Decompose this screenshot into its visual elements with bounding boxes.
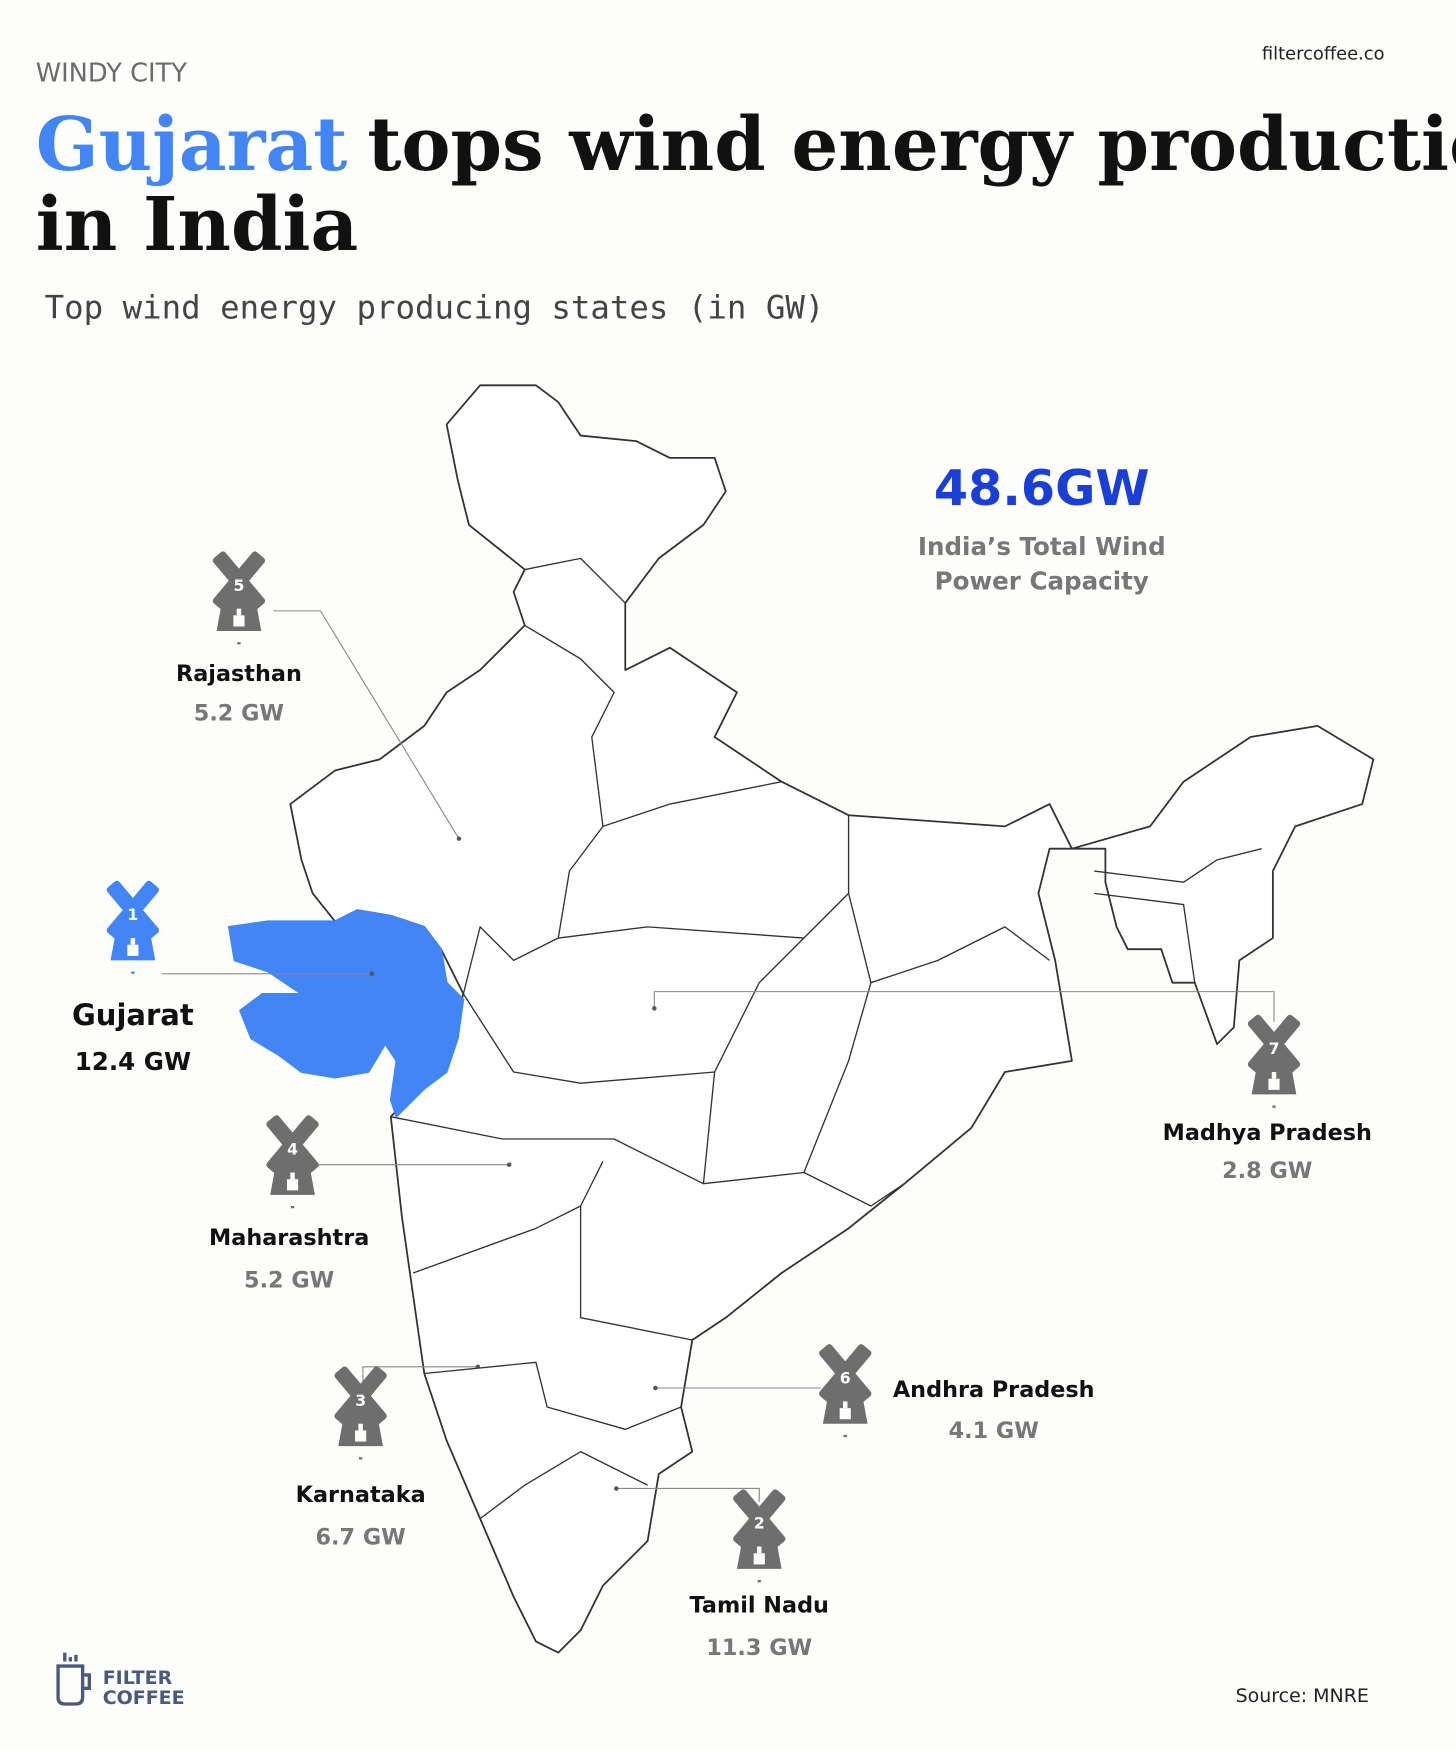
state-dot [614,1486,619,1491]
state-name: Tamil Nadu [690,1592,829,1618]
leader-line [653,991,1275,1022]
state-dot [369,971,375,976]
logo-text: FILTER [103,1667,173,1689]
rank-number: 6 [840,1369,851,1388]
state-borders [390,557,1262,1520]
state-name: Andhra Pradesh [893,1377,1095,1403]
logo-text: COFFEE [103,1687,185,1709]
state-annotations: 1 Gujarat 12.4 GW 2 Tamil Nadu 11.3 GW 3 Karnat… [72,550,1372,1661]
state-dot [652,1006,657,1011]
leader-line [362,1366,478,1385]
windmill-icon: 3 [333,1365,389,1460]
state-value: 11.3 GW [706,1635,812,1661]
rank-number: 2 [754,1514,765,1533]
source: Source: MNRE [1236,1685,1369,1707]
windmill-icon: 5 [211,550,267,645]
rank-number: 7 [1269,1039,1280,1058]
subtitle: Top wind energy producing states (in GW) [45,288,825,326]
india-outline [289,384,1375,1654]
rank-number: 5 [234,576,245,595]
state-dot [456,836,462,841]
title-highlight: Gujarat [36,102,348,188]
state-dot [475,1364,481,1370]
state-value: 6.7 GW [316,1524,406,1550]
state-value: 12.4 GW [75,1047,191,1076]
site-url: filtercoffee.co [1262,43,1385,64]
windmill-icon: 1 [105,879,161,974]
state-value: 2.8 GW [1222,1158,1312,1184]
india-map [228,384,1375,1654]
kicker: WINDY CITY [36,59,188,89]
rank-number: 4 [287,1140,298,1159]
windmill-icon: 7 [1246,1013,1302,1108]
windmill-icon: 2 [731,1487,787,1583]
title: Gujarat tops wind energy production [36,102,1456,188]
state-value: 4.1 GW [949,1418,1039,1444]
gujarat-shape [228,909,465,1118]
logo-steam [63,1652,78,1662]
leader-line [616,1487,760,1502]
state-name: Gujarat [72,998,194,1032]
state-value: 5.2 GW [194,700,284,726]
state-name: Karnataka [296,1482,426,1508]
state-dot [653,1385,658,1391]
total-value: 48.6GW [934,459,1150,517]
windmill-icon: 6 [817,1342,873,1438]
title-rest: tops wind energy production [367,102,1456,188]
windmill-icon: 4 [265,1113,321,1209]
title-line2: in India [36,182,359,268]
state-name: Rajasthan [176,661,302,687]
logo-cup [56,1664,91,1706]
total-label: India’s Total Wind [918,532,1166,561]
logo [56,1652,91,1706]
state-name: Madhya Pradesh [1163,1120,1372,1146]
leader-line [273,610,460,839]
state-value: 5.2 GW [244,1268,334,1294]
rank-number: 3 [355,1391,366,1410]
rank-number: 1 [127,905,138,924]
state-name: Maharashtra [209,1225,369,1251]
state-dot [506,1162,512,1167]
total-label: Power Capacity [935,567,1149,596]
